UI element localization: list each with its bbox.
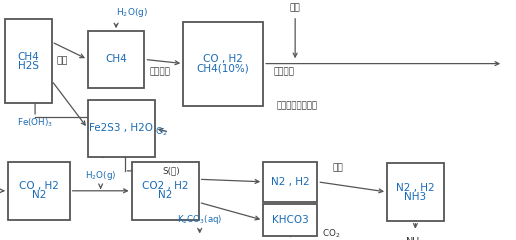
Text: Fe(OH)$_3$: Fe(OH)$_3$ [17, 117, 53, 129]
Text: N2: N2 [158, 190, 172, 200]
Text: （紧接下行左端）: （紧接下行左端） [276, 101, 317, 110]
Text: H$_2$O(g): H$_2$O(g) [116, 6, 148, 19]
Bar [88, 100, 155, 157]
Text: 合成: 合成 [332, 163, 343, 172]
Bar [88, 31, 144, 88]
Text: CO , H2: CO , H2 [19, 181, 59, 191]
Text: CO2 , H2: CO2 , H2 [142, 181, 188, 191]
Text: 空气: 空气 [290, 4, 300, 12]
Text: K$_2$CO$_3$(aq): K$_2$CO$_3$(aq) [177, 213, 222, 226]
Text: N2 , H2: N2 , H2 [396, 182, 434, 192]
Text: NH3: NH3 [405, 192, 426, 202]
Text: CH4(10%): CH4(10%) [197, 63, 250, 73]
Text: KHCO3: KHCO3 [272, 215, 309, 225]
Text: H2S: H2S [18, 61, 39, 71]
Text: N2 , H2: N2 , H2 [271, 177, 310, 187]
Bar [8, 162, 70, 220]
Text: CH4: CH4 [105, 54, 127, 64]
Text: S(硫): S(硫) [163, 166, 180, 175]
Text: N2: N2 [31, 190, 46, 200]
Text: 一次转化: 一次转化 [150, 67, 171, 77]
Text: CO$_2$: CO$_2$ [322, 228, 341, 240]
Bar [263, 204, 317, 236]
Text: Fe2S3 , H2O: Fe2S3 , H2O [89, 123, 153, 133]
Text: CH4: CH4 [18, 52, 39, 62]
Bar [132, 162, 199, 220]
Text: CO , H2: CO , H2 [203, 54, 243, 64]
Bar [5, 19, 52, 103]
Text: H$_2$O(g): H$_2$O(g) [85, 169, 116, 182]
Bar [183, 22, 263, 106]
Text: O$_2$: O$_2$ [155, 126, 167, 138]
Text: 二次转化: 二次转化 [273, 67, 295, 77]
Text: NH$_3$: NH$_3$ [406, 235, 425, 240]
Bar [387, 163, 444, 221]
Bar [263, 162, 317, 202]
Text: 脱硫: 脱硫 [56, 56, 68, 65]
